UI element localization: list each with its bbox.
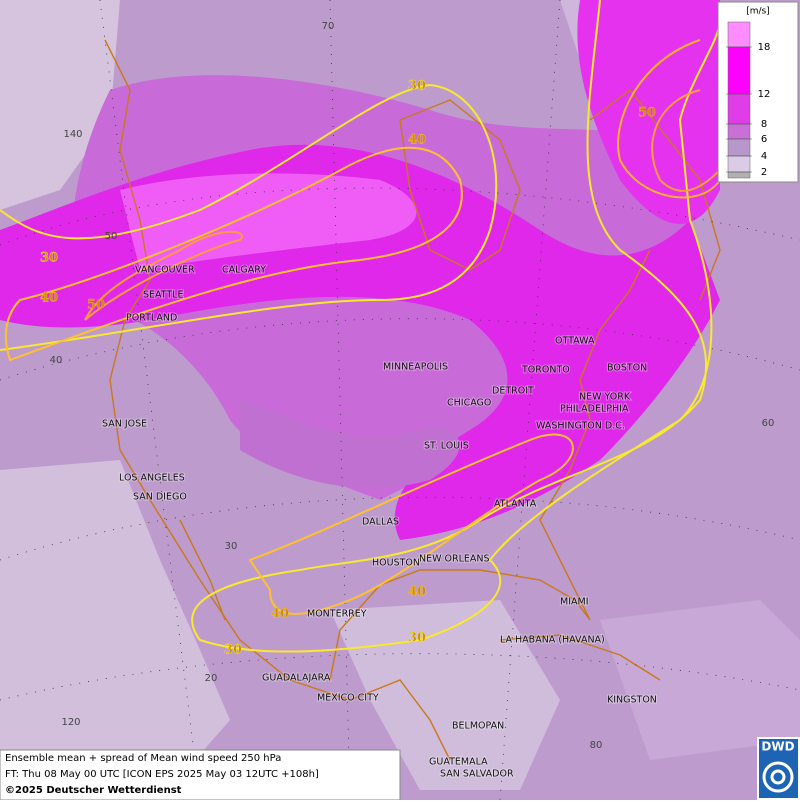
city-label: CHICAGO — [447, 398, 491, 409]
legend-swatch — [727, 93, 751, 125]
legend-unit: [m/s] — [746, 7, 770, 17]
city-label: PORTLAND — [126, 313, 177, 324]
legend-label: 2 — [761, 167, 767, 178]
contour-label: 40 — [408, 585, 426, 600]
legend-label: 6 — [761, 134, 767, 145]
city-label: DETROIT — [492, 386, 534, 397]
city-label: ST. LOUIS — [424, 441, 469, 452]
city-label: GUATEMALA — [429, 757, 488, 768]
city-label: CALGARY — [222, 265, 266, 276]
city-label: BELMOPAN — [452, 721, 504, 732]
city-label: KINGSTON — [607, 695, 657, 706]
contour-label: 30 — [224, 643, 242, 658]
graticule-label: 20 — [205, 673, 218, 684]
legend-swatch — [727, 123, 751, 140]
graticule-label: 40 — [50, 355, 63, 366]
city-label: MIAMI — [560, 597, 589, 608]
graticule-label: 60 — [762, 418, 775, 429]
graticule-label: 120 — [61, 717, 80, 728]
legend-label: 8 — [761, 119, 767, 130]
city-label: MONTERREY — [307, 609, 367, 620]
city-label: VANCOUVER — [135, 265, 195, 276]
contour-label: 40 — [271, 607, 289, 622]
contour-label: 40 — [40, 291, 58, 306]
legend: [m/s] 18 12 8 6 4 2 — [717, 1, 799, 183]
legend-swatch — [727, 171, 751, 179]
footer-copyright: ©2025 Deutscher Wetterdienst — [5, 785, 182, 796]
city-label: DALLAS — [362, 517, 399, 528]
city-label: GUADALAJARA — [262, 673, 331, 684]
legend-label: 18 — [758, 42, 771, 53]
city-label: NEW YORK — [579, 392, 631, 403]
city-label: MEXICO CITY — [317, 693, 379, 704]
logo-text: DWD — [761, 740, 794, 754]
city-label: LOS ANGELES — [119, 473, 185, 484]
legend-swatch — [727, 155, 751, 173]
graticule-labels: 70 140 50 40 30 20 120 60 80 — [50, 21, 775, 751]
logo-swirl — [762, 761, 794, 793]
contour-label: 30 — [408, 631, 426, 646]
city-label: OTTAWA — [555, 336, 595, 347]
logo: DWD — [757, 737, 800, 800]
graticule-label: 140 — [63, 129, 82, 140]
legend-label: 12 — [758, 89, 771, 100]
legend-label: 4 — [761, 151, 767, 162]
city-label: NEW ORLEANS — [419, 554, 490, 565]
city-label: HOUSTON — [372, 558, 420, 569]
city-labels: VANCOUVER CALGARY SEATTLE PORTLAND MINNEAPOL… — [101, 264, 658, 781]
graticule-label: 80 — [590, 740, 603, 751]
legend-swatch — [727, 138, 751, 157]
city-label: SAN DIEGO — [133, 492, 187, 503]
city-label: BOSTON — [607, 363, 647, 374]
contour-label: 50 — [638, 106, 656, 121]
city-label: SEATTLE — [143, 290, 184, 301]
isotachs — [0, 0, 721, 653]
city-label: SAN JOSE — [102, 419, 147, 430]
logo-swirl-inner — [770, 769, 786, 785]
city-label: PHILADELPHIA — [560, 404, 629, 415]
contour-labels: 30 40 30 40 50 50 40 30 40 30 — [40, 78, 656, 658]
legend-swatch — [727, 46, 751, 95]
coastlines — [104, 39, 721, 761]
city-label: LA HABANA (HAVANA) — [500, 635, 605, 646]
contour-label: 40 — [408, 133, 426, 148]
contour-label: 30 — [40, 251, 58, 266]
legend-swatch — [727, 21, 751, 48]
contour-label: 30 — [408, 79, 426, 94]
graticule-label: 70 — [322, 21, 335, 32]
city-label: SAN SALVADOR — [440, 769, 514, 780]
graticule-label: 50 — [105, 231, 118, 242]
footer-forecast: FT: Thu 08 May 00 UTC [ICON EPS 2025 May… — [5, 769, 319, 780]
city-label: MINNEAPOLIS — [383, 362, 448, 373]
city-label: WASHINGTON D.C. — [536, 421, 625, 432]
footer: Ensemble mean + spread of Mean wind spee… — [0, 749, 401, 801]
footer-title: Ensemble mean + spread of Mean wind spee… — [5, 753, 281, 764]
contour-label: 50 — [87, 298, 105, 313]
city-label: ATLANTA — [494, 499, 537, 510]
graticule-label: 30 — [225, 541, 238, 552]
city-label: TORONTO — [521, 365, 570, 376]
